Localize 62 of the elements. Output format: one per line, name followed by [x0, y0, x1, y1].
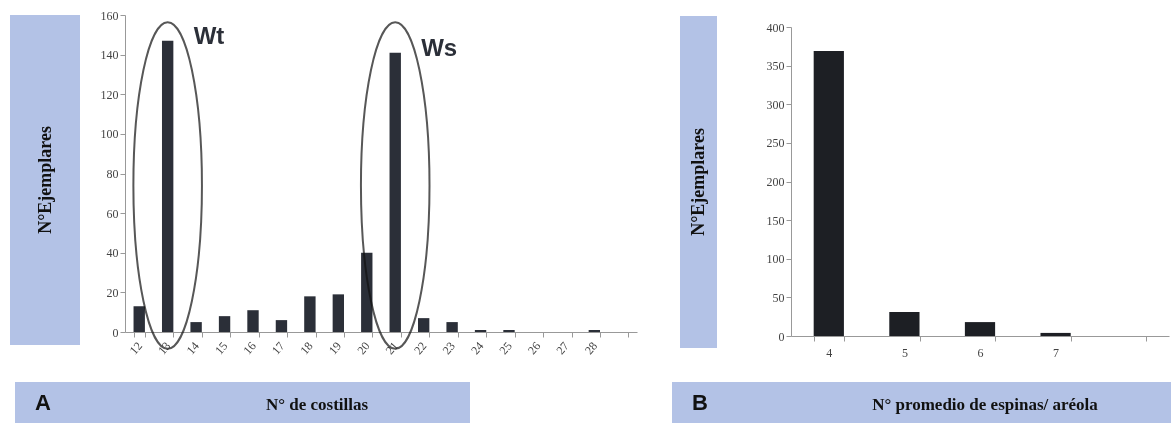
y-tick-label: 250 — [766, 136, 785, 151]
bar — [332, 294, 345, 332]
x-tick-label: 15 — [211, 339, 231, 358]
x-tick-label: 12 — [126, 339, 146, 358]
x-tick-label: 14 — [183, 339, 202, 358]
x-tick-label: 25 — [496, 339, 515, 358]
y-tick-label: 50 — [772, 290, 785, 305]
bar — [964, 322, 996, 336]
x-tick-label: 17 — [268, 339, 288, 358]
x-tick-label: 22 — [411, 339, 430, 358]
y-tick-label: 0 — [112, 325, 119, 340]
x-tick-label: 13 — [155, 339, 174, 358]
bar — [446, 322, 458, 332]
bar — [889, 312, 920, 336]
y-tick-label: 120 — [100, 87, 119, 102]
y-tick-label: 80 — [106, 167, 119, 181]
bar — [275, 320, 288, 332]
bar — [190, 322, 202, 332]
x-tick-label: 16 — [240, 339, 259, 358]
bar — [218, 316, 231, 332]
x-tick-label: 24 — [467, 339, 487, 358]
x-tick-label: 5 — [901, 345, 908, 360]
y-tick-label: 100 — [100, 127, 119, 142]
y-axis-title: N°Ejemplares — [688, 128, 709, 236]
x-tick-label: 6 — [977, 345, 984, 360]
x-tick-label: 26 — [524, 339, 544, 358]
y-tick-label: 100 — [766, 252, 785, 267]
y-tick-label: 160 — [100, 8, 119, 23]
y-tick-label: 0 — [778, 329, 785, 344]
bar — [161, 40, 174, 332]
y-tick-label: 150 — [766, 213, 785, 228]
x-tick-label: 4 — [826, 345, 833, 360]
x-axis-title: N° promedio de espinas/ aréola — [872, 395, 1098, 415]
y-axis-title: N°Ejemplares — [34, 126, 56, 234]
y-tick-label: 400 — [766, 20, 785, 35]
bar — [247, 310, 259, 332]
y-tick-label: 60 — [106, 206, 119, 221]
x-tick-label: 20 — [354, 339, 373, 358]
x-tick-label: 28 — [581, 339, 601, 358]
x-tick-label: 21 — [382, 339, 402, 358]
y-tick-label: 200 — [766, 175, 785, 189]
x-tick-label: 18 — [297, 339, 316, 358]
text: B — [692, 390, 708, 416]
x-tick-label: 27 — [553, 339, 572, 358]
text: A — [35, 390, 51, 416]
x-axis-title: N° de costillas — [265, 395, 369, 415]
y-tick-label: 140 — [100, 48, 119, 63]
bar — [813, 50, 844, 336]
annotation: Ws — [421, 33, 458, 61]
x-tick-label: 23 — [439, 339, 458, 358]
y-tick-label: 350 — [766, 59, 785, 74]
annotation: Wt — [193, 21, 225, 49]
bar — [389, 52, 401, 332]
bar — [133, 306, 145, 332]
x-tick-label: 19 — [325, 339, 345, 358]
y-tick-label: 300 — [766, 97, 785, 112]
x-tick-label: 7 — [1053, 345, 1060, 360]
bar — [304, 296, 316, 332]
bar — [417, 318, 430, 332]
y-tick-label: 20 — [106, 285, 119, 300]
bar — [1040, 332, 1071, 336]
y-tick-label: 40 — [106, 246, 119, 261]
